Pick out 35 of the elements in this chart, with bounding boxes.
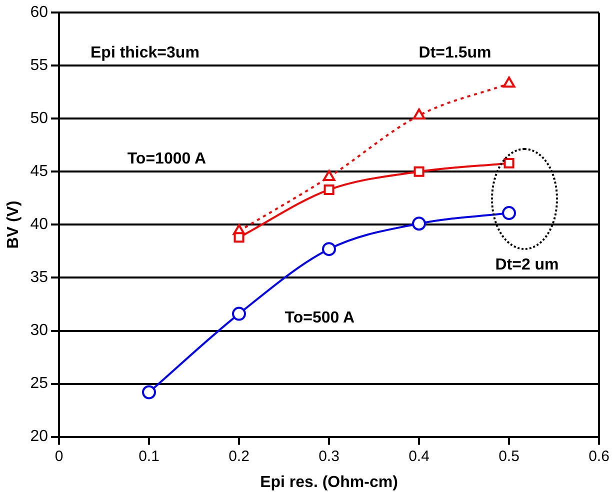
- point: [324, 184, 334, 195]
- point: [502, 76, 516, 88]
- point: [142, 385, 156, 400]
- y-tick-label: 55: [30, 57, 48, 74]
- x-tick-label: 0: [54, 448, 64, 465]
- point: [412, 108, 426, 120]
- annotation: Epi thick=3um: [90, 44, 200, 62]
- point: [234, 232, 244, 243]
- y-tick-label: 60: [30, 4, 48, 22]
- y-axis-title: BV (V): [5, 200, 22, 249]
- x-tick-label: 0.4: [408, 448, 430, 465]
- point: [232, 306, 246, 321]
- annotation: To=500 A: [284, 309, 356, 326]
- x-axis-title: Epi res. (Ohm-cm): [260, 474, 398, 491]
- x-tick-label: 0.2: [228, 448, 250, 465]
- x-tick-label: 0.5: [498, 448, 520, 465]
- x-tick-label: 0.6: [588, 448, 610, 465]
- annotation: Dt=1.5um: [418, 44, 492, 62]
- point: [414, 166, 424, 177]
- annotation: To=1000 A: [127, 150, 206, 168]
- y-tick-label: 30: [30, 322, 48, 340]
- x-tick-label: 0.3: [318, 448, 340, 465]
- y-tick-label: 50: [30, 110, 48, 128]
- point: [322, 242, 336, 256]
- y-tick-label: 40: [30, 216, 48, 234]
- point: [502, 206, 516, 220]
- annotation: Dt=2 um: [495, 256, 559, 274]
- x-tick-label: 0.1: [138, 448, 160, 465]
- point: [504, 158, 514, 168]
- y-tick-label: 45: [30, 163, 48, 180]
- y-tick-label: 35: [30, 269, 48, 286]
- point: [412, 216, 426, 231]
- point: [322, 170, 336, 181]
- y-tick-label: 20: [30, 428, 48, 446]
- y-tick-label: 25: [30, 375, 48, 392]
